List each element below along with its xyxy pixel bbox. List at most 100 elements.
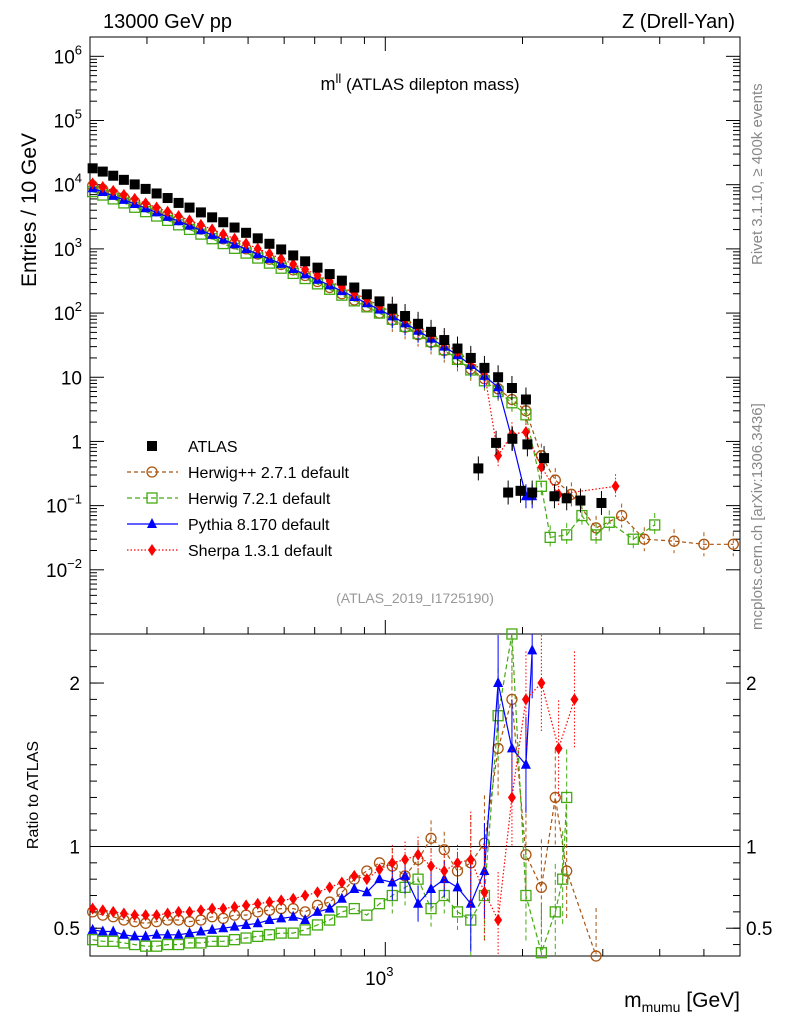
data-point: [195, 937, 207, 949]
y-tick-label: 1: [71, 432, 82, 453]
y-tick-label: 106: [54, 42, 82, 68]
data-point: [349, 882, 360, 893]
plot-title-sup: ll: [335, 71, 341, 86]
series-herwig-7-2-1-default: [86, 185, 661, 552]
y-tick-base: 10: [54, 47, 75, 68]
data-point: [152, 909, 161, 922]
data-point: [507, 791, 516, 804]
data-point: [140, 183, 151, 194]
y-tick-label: 10−1: [46, 492, 82, 518]
mcplots-label: mcplots.cern.ch [arXiv:1306.3436]: [749, 403, 766, 630]
series-atlas: [87, 163, 607, 515]
data-point: [276, 912, 287, 923]
ratio-tick-label-right: 1: [746, 837, 757, 858]
data-point: [240, 932, 252, 944]
data-point: [230, 232, 239, 245]
data-point: [241, 918, 252, 929]
data-point: [139, 940, 152, 952]
data-point: [119, 907, 128, 920]
ratio-tick-label-right: 0.5: [746, 919, 772, 940]
data-point: [172, 938, 185, 951]
data-point: [336, 906, 348, 918]
data-point: [466, 853, 475, 866]
x-axis-label-sub: mumu: [642, 999, 681, 1015]
data-point: [289, 892, 298, 905]
y-tick-base: 10: [54, 176, 75, 197]
y-tick-label: 10−2: [46, 556, 82, 582]
y-tick-label: 103: [54, 235, 82, 261]
data-point: [300, 256, 311, 267]
data-point: [288, 910, 299, 921]
data-point: [521, 693, 530, 706]
data-point: [277, 252, 286, 265]
data-point: [109, 184, 118, 197]
data-point: [152, 201, 161, 214]
data-point: [252, 917, 263, 928]
ratio-tick-label: 0.5: [54, 919, 80, 940]
data-point: [118, 928, 129, 939]
y-tick-base: 10: [54, 112, 75, 133]
data-point: [229, 222, 240, 233]
y-tick-base: 1: [71, 432, 82, 453]
data-point: [350, 869, 359, 882]
data-point: [252, 233, 263, 244]
data-point: [336, 275, 347, 286]
data-point: [161, 938, 174, 951]
data-point: [129, 179, 140, 190]
series-line: [92, 633, 568, 955]
ratio-tick-label: 1: [69, 837, 80, 858]
y-tick-exponent: 5: [75, 107, 82, 122]
data-point: [130, 909, 139, 922]
data-point: [252, 930, 264, 943]
series-line: [92, 699, 597, 957]
data-point: [163, 205, 172, 218]
data-point: [195, 925, 206, 936]
data-point: [185, 214, 194, 227]
data-point: [276, 244, 287, 255]
data-point: [336, 892, 347, 903]
plot-title-rest: (ATLAS dilepton mass): [341, 75, 519, 94]
y-tick-label: 102: [54, 299, 82, 325]
main-series: [86, 163, 739, 557]
x-tick-exponent: 3: [386, 964, 393, 979]
y-tick-exponent: 2: [75, 299, 82, 314]
data-point: [253, 897, 262, 910]
data-point: [348, 902, 360, 915]
data-point: [207, 923, 218, 934]
data-point: [287, 927, 299, 939]
legend: ATLAS Herwig++ 2.7.1 default Herwig 7.2.1 …: [127, 439, 350, 560]
data-point: [88, 177, 97, 190]
data-point: [301, 889, 310, 902]
data-point: [312, 905, 323, 916]
y-tick-base: 10: [61, 368, 82, 389]
data-point: [173, 928, 184, 939]
legend-item: Pythia 8.170 default: [127, 517, 330, 534]
data-point: [264, 238, 275, 249]
legend-item: ATLAS: [147, 439, 238, 456]
data-point: [98, 904, 107, 917]
data-point: [151, 188, 162, 199]
ratio-plot-frame: [89, 633, 741, 957]
data-point: [263, 929, 276, 941]
data-point: [264, 914, 275, 925]
data-point: [537, 677, 546, 690]
legend-item: Herwig++ 2.7.1 default: [127, 465, 350, 482]
x-axis-label: mmumu [GeV]: [624, 989, 740, 1015]
legend-marker: [147, 441, 157, 451]
data-point: [288, 250, 299, 261]
legend-item: Sherpa 1.3.1 default: [127, 543, 333, 560]
data-point: [373, 898, 386, 910]
data-point: [229, 920, 240, 931]
y-tick-label: 105: [54, 107, 82, 133]
legend-label: Pythia 8.170 default: [188, 517, 330, 534]
data-point: [162, 193, 173, 204]
x-tick-label: 103: [365, 964, 393, 990]
data-point: [173, 197, 184, 208]
data-point: [98, 181, 107, 194]
data-point: [325, 881, 334, 894]
series-line: [92, 187, 533, 497]
data-point: [265, 896, 274, 909]
data-point: [87, 923, 98, 934]
header-left: 13000 GeV pp: [103, 11, 232, 33]
